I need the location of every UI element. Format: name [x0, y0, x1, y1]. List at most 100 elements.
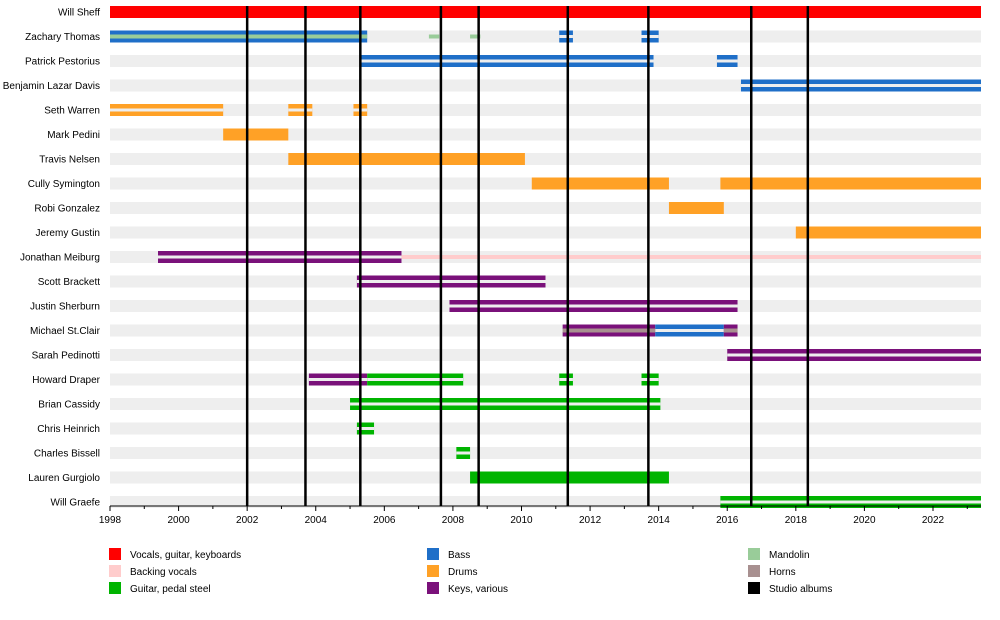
- x-tick-label: 2010: [510, 515, 533, 526]
- member-bar: [288, 153, 525, 165]
- legend-swatch: [748, 565, 760, 577]
- x-tick-label: 2006: [373, 515, 396, 526]
- legend-label: Horns: [769, 567, 796, 578]
- member-bar: [562, 328, 656, 333]
- member-bar-gap: [641, 378, 659, 381]
- x-tick-label: 2004: [305, 515, 328, 526]
- legend-swatch: [748, 582, 760, 594]
- member-bar-gap: [367, 378, 464, 381]
- x-tick-label: 2022: [922, 515, 945, 526]
- member-bar-gap: [356, 280, 546, 283]
- member-label: Will Graefe: [51, 498, 101, 509]
- legend-swatch: [427, 548, 439, 560]
- legend-label: Drums: [448, 567, 477, 578]
- member-bar: [470, 34, 481, 39]
- member-bar-gap: [456, 451, 471, 455]
- legend-swatch: [427, 582, 439, 594]
- row-background: [110, 447, 981, 459]
- row-background: [110, 153, 981, 165]
- x-tick-label: 2020: [853, 515, 876, 526]
- member-bar: [531, 177, 669, 190]
- legend-swatch: [109, 565, 121, 577]
- row-background: [110, 128, 981, 141]
- member-bar-gap: [449, 304, 738, 308]
- legend-label: Studio albums: [769, 584, 832, 595]
- member-bar-gap: [158, 255, 402, 259]
- member-label: Sarah Pedinotti: [32, 351, 100, 362]
- member-label: Jeremy Gustin: [36, 228, 100, 239]
- legend-swatch: [109, 582, 121, 594]
- member-label: Mark Pedini: [47, 130, 100, 141]
- x-tick-label: 2016: [716, 515, 739, 526]
- member-bars: [110, 6, 981, 508]
- row-background: [110, 373, 981, 386]
- member-bar-gap: [288, 108, 313, 112]
- member-label: Benjamin Lazar Davis: [3, 81, 100, 92]
- row-background: [110, 104, 981, 116]
- legend-label: Mandolin: [769, 550, 810, 561]
- legend: Vocals, guitar, keyboards Backing vocals G…: [109, 548, 832, 595]
- x-tick-label: 1998: [99, 515, 122, 526]
- member-label: Patrick Pestorius: [25, 57, 100, 68]
- x-tick-label: 2002: [236, 515, 259, 526]
- member-label: Charles Bissell: [34, 449, 100, 460]
- member-label: Michael St.Clair: [30, 326, 101, 337]
- row-background: [110, 324, 981, 337]
- member-label: Chris Heinrich: [37, 424, 100, 435]
- member-bar-gap: [356, 427, 375, 430]
- row-background: [110, 422, 981, 435]
- member-bar-gap: [740, 84, 981, 87]
- legend-label: Bass: [448, 550, 470, 561]
- row-background: [110, 202, 981, 214]
- x-tick-label: 2008: [442, 515, 465, 526]
- member-bar: [110, 6, 981, 18]
- member-bar-gap: [641, 35, 659, 38]
- member-label: Will Sheff: [58, 8, 100, 19]
- member-bar-gap: [110, 108, 224, 112]
- legend-label: Backing vocals: [130, 567, 197, 578]
- x-tick-label: 2014: [648, 515, 671, 526]
- member-bar: [720, 177, 981, 190]
- member-label: Jonathan Meiburg: [20, 253, 100, 264]
- legend-swatch: [109, 548, 121, 560]
- member-bar-gap: [727, 353, 981, 357]
- member-label: Scott Brackett: [38, 277, 100, 288]
- member-bar: [110, 34, 368, 39]
- x-tick-label: 2018: [785, 515, 808, 526]
- member-bar: [723, 328, 738, 333]
- member-bar-gap: [720, 500, 981, 504]
- member-bar-gap: [308, 378, 368, 381]
- member-bar-gap: [350, 402, 661, 406]
- member-bar-gap: [559, 378, 573, 381]
- member-label: Justin Sherburn: [30, 302, 100, 313]
- row-background: [110, 226, 981, 239]
- member-bar-gap: [655, 329, 724, 332]
- member-bar: [795, 226, 981, 239]
- member-label: Seth Warren: [44, 106, 100, 117]
- member-label: Howard Draper: [32, 375, 100, 386]
- member-label: Robi Gonzalez: [34, 204, 100, 215]
- member-bar-gap: [360, 59, 654, 63]
- x-axis: 1998 2000 2002 2004 2006 2008 2010 2012 2014 2016…: [99, 505, 981, 526]
- legend-label: Vocals, guitar, keyboards: [130, 550, 241, 561]
- member-label: Cully Symington: [28, 179, 100, 190]
- x-tick-label: 2000: [167, 515, 190, 526]
- legend-label: Keys, various: [448, 584, 508, 595]
- x-tick-label: 2012: [579, 515, 602, 526]
- member-bar: [668, 202, 724, 214]
- member-label: Lauren Gurgiolo: [28, 473, 100, 484]
- member-bar-gap: [559, 35, 573, 38]
- member-bar-gap: [716, 59, 738, 63]
- member-bar: [401, 255, 981, 259]
- member-bar: [470, 471, 669, 484]
- member-labels: Will Sheff Zachary Thomas Patrick Pestoriu…: [3, 8, 101, 509]
- member-bar: [428, 34, 440, 39]
- member-label: Zachary Thomas: [25, 32, 100, 43]
- legend-label: Guitar, pedal steel: [130, 584, 211, 595]
- member-label: Brian Cassidy: [38, 400, 100, 411]
- legend-swatch: [427, 565, 439, 577]
- member-bar: [223, 128, 289, 141]
- legend-swatch: [748, 548, 760, 560]
